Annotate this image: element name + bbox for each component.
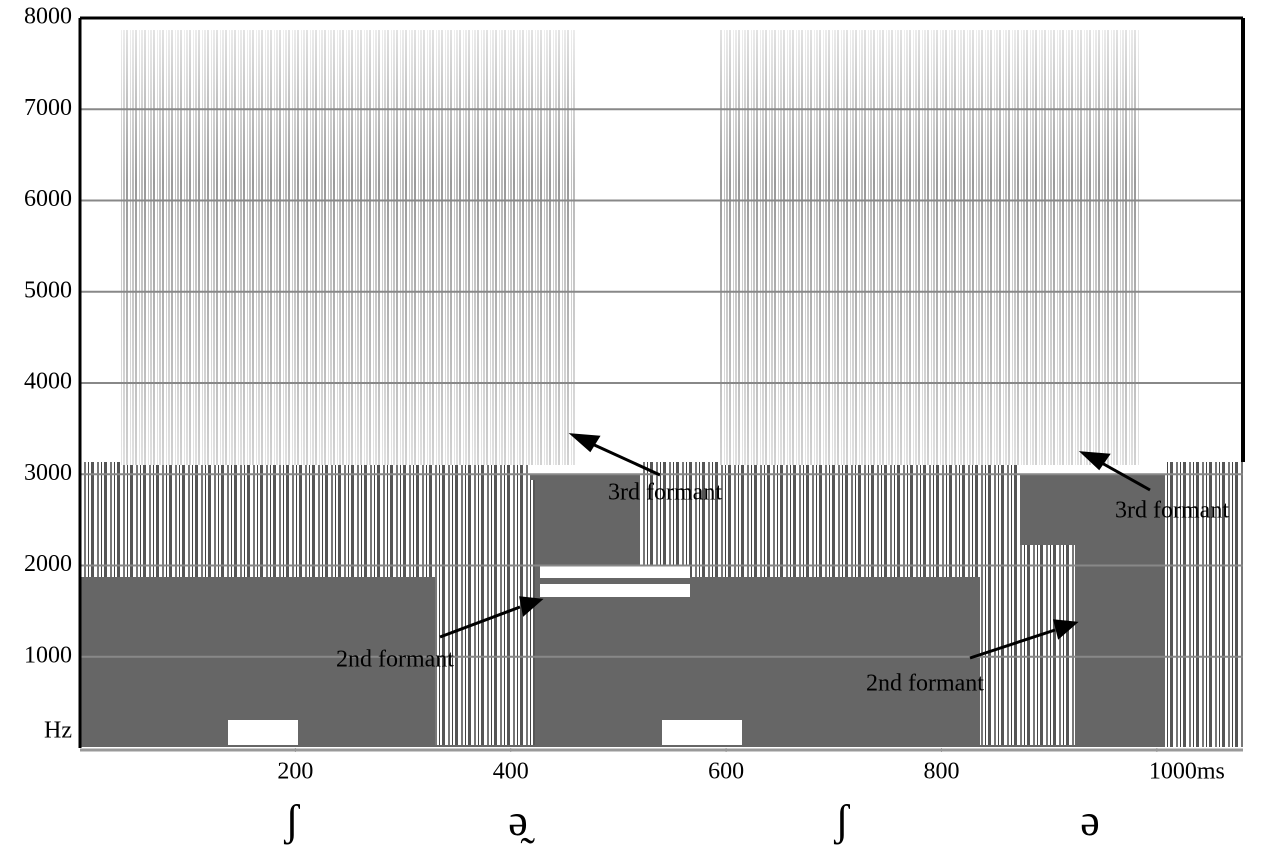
phonetic-segment: ʃ (834, 796, 851, 845)
y-tick-label: 3000 (24, 460, 72, 486)
y-tick-label: 2000 (24, 551, 72, 577)
y-tick-label: 7000 (24, 95, 72, 121)
x-tick-label: 800 (923, 759, 959, 785)
y-tick-label: 5000 (24, 277, 72, 303)
y-tick-label: 4000 (24, 369, 72, 395)
axis-frame (78, 16, 1245, 752)
grid (80, 108, 1243, 658)
phonetic-segment: ə (1080, 796, 1100, 845)
x-tick-label: 600 (708, 759, 744, 785)
annotation: 3rd formant (1115, 498, 1229, 524)
spectrogram-image (80, 30, 1243, 747)
phonetic-segment: ə̰ (508, 796, 535, 845)
annotation: 3rd formant (608, 480, 722, 506)
y-tick-label: 6000 (24, 186, 72, 212)
annotation: 2nd formant (336, 647, 454, 673)
annotation: 2nd formant (866, 671, 984, 697)
arrows (439, 433, 1151, 660)
phonetic-segment: ʃ (284, 796, 301, 845)
x-tick-label: 1000ms (1149, 759, 1225, 785)
y-tick-label: 8000 (24, 4, 72, 30)
x-tick-label: 400 (493, 759, 529, 785)
y-tick-label: Hz (44, 718, 72, 744)
y-tick-label: 1000 (24, 642, 72, 668)
x-tick-label: 200 (277, 759, 313, 785)
